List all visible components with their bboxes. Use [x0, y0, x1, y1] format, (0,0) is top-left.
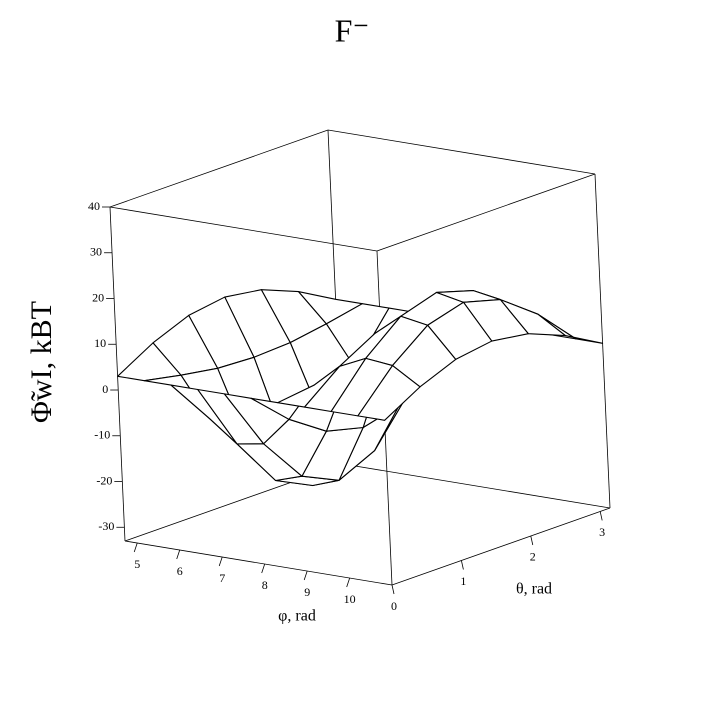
box-edge: [376, 173, 596, 252]
x-tick-label: 10: [344, 592, 356, 606]
y-tick-label: 2: [530, 550, 536, 564]
y-tick: [530, 535, 534, 546]
z-tick-label: -10: [94, 428, 110, 442]
z-axis-label: Φ̃wI, kBT: [25, 301, 58, 423]
surface-cell: [357, 364, 421, 421]
box-edge: [124, 540, 393, 586]
box-edge: [594, 173, 611, 509]
box-edge: [109, 129, 329, 208]
box-edge: [327, 129, 596, 175]
z-tick-label: 10: [94, 336, 106, 350]
y-tick-label: 1: [460, 574, 466, 588]
surface: [117, 289, 604, 487]
y-tick-label: 0: [391, 599, 397, 613]
x-tick: [303, 570, 308, 581]
x-axis-label: φ, rad: [278, 608, 316, 625]
x-tick-label: 9: [304, 585, 310, 599]
x-tick: [261, 563, 266, 574]
box-edge: [109, 206, 126, 542]
x-tick: [218, 556, 223, 567]
y-tick: [391, 584, 395, 595]
y-tick-label: 3: [599, 525, 605, 539]
x-tick-label: 7: [219, 571, 225, 585]
x-tick-label: 5: [134, 557, 140, 571]
x-tick: [133, 542, 138, 553]
z-tick-label: 40: [88, 199, 100, 213]
chart-title: F⁻: [335, 12, 370, 48]
x-tick-label: 8: [262, 578, 268, 592]
z-tick-label: -20: [96, 473, 112, 487]
z-tick-label: -30: [98, 519, 114, 533]
x-tick: [176, 549, 181, 560]
z-tick-label: 30: [90, 245, 102, 259]
x-tick: [346, 577, 351, 588]
z-tick-label: 20: [92, 290, 104, 304]
box-edge: [342, 463, 611, 509]
box-edge: [109, 206, 378, 252]
box-edge: [391, 507, 611, 586]
y-tick: [461, 560, 464, 570]
y-axis-label: θ, rad: [516, 581, 552, 598]
y-tick: [599, 511, 603, 521]
z-tick-label: 0: [102, 382, 108, 396]
x-tick-label: 6: [177, 564, 183, 578]
axes: 5 6 7 8 9 10 0 1 2 3 -30 -20 -10 0 10 20 30 40: [88, 199, 605, 613]
